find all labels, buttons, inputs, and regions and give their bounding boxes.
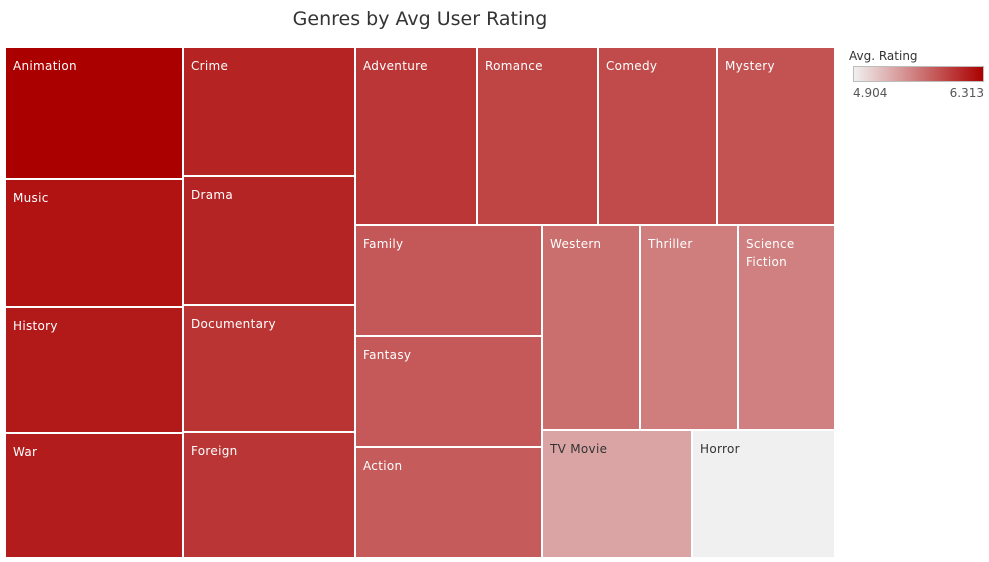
treemap-cell-thriller: Thriller xyxy=(640,225,738,430)
treemap-cell-horror: Horror xyxy=(692,430,835,558)
treemap-cell-label: Music xyxy=(13,191,49,205)
treemap-cell-music: Music xyxy=(5,179,183,307)
treemap-cell-label: TV Movie xyxy=(550,442,608,456)
treemap-cell-label: Science Fiction xyxy=(746,237,795,269)
treemap-cell-label: Comedy xyxy=(606,59,658,73)
treemap-cell-adventure: Adventure xyxy=(355,47,477,225)
treemap-cell-label: Animation xyxy=(13,59,77,73)
treemap-cell-comedy: Comedy xyxy=(598,47,717,225)
treemap-cell-label: Drama xyxy=(191,188,234,202)
treemap-cell-label: Action xyxy=(363,459,403,473)
legend-min-label: 4.904 xyxy=(853,86,888,100)
treemap-cell-science-fiction: Science Fiction xyxy=(738,225,835,430)
legend-color-bar xyxy=(853,66,984,82)
treemap-cell-foreign: Foreign xyxy=(183,432,355,558)
treemap-cell-label: Horror xyxy=(700,442,740,456)
treemap-cell-mystery: Mystery xyxy=(717,47,835,225)
treemap-cell-label: Fantasy xyxy=(363,348,412,362)
treemap-cell-history: History xyxy=(5,307,183,433)
treemap-cell-western: Western xyxy=(542,225,640,430)
treemap-cell-label: History xyxy=(13,319,58,333)
treemap-cell-documentary: Documentary xyxy=(183,305,355,432)
legend-title: Avg. Rating xyxy=(849,49,918,63)
treemap-cell-fantasy: Fantasy xyxy=(355,336,542,447)
treemap-cell-animation: Animation xyxy=(5,47,183,179)
legend-max-label: 6.313 xyxy=(949,86,984,100)
treemap-cell-label: Foreign xyxy=(191,444,238,458)
treemap-cell-label: Crime xyxy=(191,59,229,73)
treemap-cell-action: Action xyxy=(355,447,542,558)
treemap-cell-tv-movie: TV Movie xyxy=(542,430,692,558)
treemap-cell-label: Western xyxy=(550,237,602,251)
treemap-cell-label: Adventure xyxy=(363,59,428,73)
treemap-cell-family: Family xyxy=(355,225,542,336)
treemap-cell-label: Romance xyxy=(485,59,543,73)
treemap-cell-label: War xyxy=(13,445,38,459)
treemap-cell-label: Thriller xyxy=(648,237,693,251)
chart-title: Genres by Avg User Rating xyxy=(292,8,548,30)
treemap-cell-label: Mystery xyxy=(725,59,775,73)
treemap-cell-drama: Drama xyxy=(183,176,355,305)
treemap-cell-war: War xyxy=(5,433,183,558)
treemap-cell-label: Family xyxy=(363,237,404,251)
treemap-cell-label: Documentary xyxy=(191,317,276,331)
treemap-cell-crime: Crime xyxy=(183,47,355,176)
treemap-cell-romance: Romance xyxy=(477,47,598,225)
